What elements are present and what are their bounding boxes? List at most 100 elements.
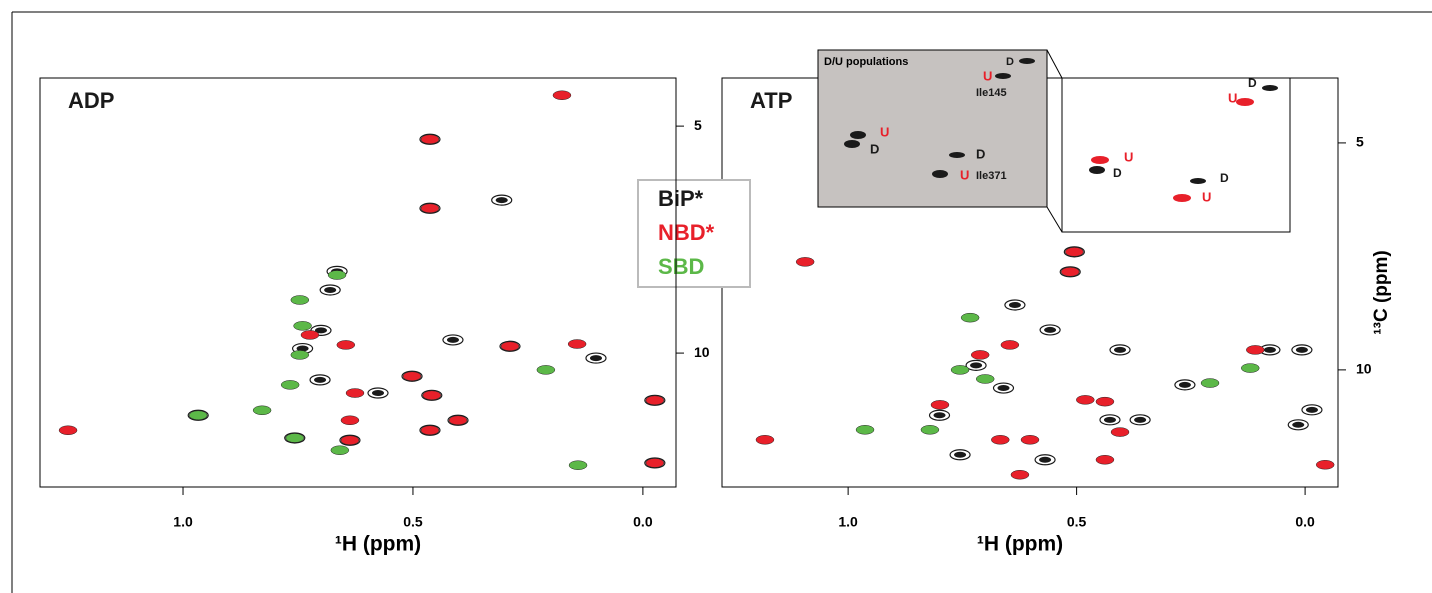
contour [645, 458, 665, 468]
contour [1305, 406, 1318, 413]
contour [1292, 421, 1305, 428]
contour [1099, 414, 1121, 426]
contour [928, 409, 951, 421]
contour [949, 449, 971, 461]
peak [949, 449, 971, 461]
peak [336, 340, 356, 350]
peak [1020, 435, 1040, 445]
contour [367, 387, 389, 399]
contour [970, 350, 990, 360]
peak [567, 339, 587, 349]
contour [1114, 346, 1127, 353]
contour [420, 134, 440, 145]
peak [960, 312, 980, 323]
peak [645, 458, 665, 468]
peak [1109, 344, 1131, 356]
plot-frame [39, 77, 677, 488]
contour [319, 284, 341, 296]
peak [930, 400, 950, 410]
contour [419, 202, 441, 214]
inset-label: D [1113, 166, 1122, 180]
x-tick-label: 0.0 [633, 514, 653, 530]
contour [585, 352, 607, 364]
peak [1174, 379, 1196, 391]
peak [1241, 363, 1260, 373]
contour [495, 197, 508, 204]
zoom-peak [1091, 156, 1109, 164]
inset-label: U [983, 68, 992, 83]
contour [933, 412, 946, 419]
inset-peaks [844, 58, 1278, 184]
contour [1263, 346, 1276, 353]
peak [1039, 324, 1061, 336]
peak [1099, 414, 1121, 426]
inset-peak [932, 170, 948, 178]
contour [1004, 299, 1026, 311]
contour [920, 425, 940, 435]
contour [58, 425, 78, 436]
contour [188, 410, 208, 421]
x-tick-label: 1.0 [173, 514, 193, 530]
contour [293, 321, 312, 331]
contour [960, 312, 980, 323]
contour [448, 415, 468, 426]
peak [367, 387, 389, 399]
contour [309, 374, 331, 386]
contour [975, 374, 995, 384]
peak [970, 350, 990, 360]
contour [446, 336, 459, 343]
zoom-peaks-red [1091, 98, 1254, 202]
contour [280, 380, 300, 390]
contour [290, 295, 310, 305]
peak [340, 415, 360, 426]
inset-label: D [870, 141, 879, 156]
peak [755, 435, 775, 445]
peaks [755, 246, 1335, 480]
contour [1295, 346, 1308, 353]
contour [1059, 266, 1081, 278]
plot-area: ATP 1.0 0.5 0.0 5 10 ¹H (ppm) ¹³C (ppm) [721, 77, 1392, 556]
contour [1174, 379, 1196, 391]
peak [500, 341, 520, 352]
contour [285, 433, 305, 443]
contour [1134, 416, 1147, 423]
inset-label: U [1228, 90, 1237, 105]
inset-label: Ile371 [976, 170, 1007, 182]
contour [930, 400, 950, 410]
contour [1109, 344, 1131, 356]
contour [1315, 460, 1335, 470]
inset-label: U [1202, 189, 1211, 204]
contour [290, 350, 310, 360]
contour [340, 435, 360, 445]
contour [419, 424, 441, 436]
inset-label: Ile145 [976, 87, 1007, 99]
contour [491, 194, 513, 206]
contour [1291, 344, 1313, 356]
peak [442, 334, 464, 346]
peak [965, 359, 987, 371]
zoom-box [1061, 77, 1291, 233]
contour [1200, 378, 1220, 388]
peak [1110, 427, 1130, 437]
y-tick-label: 5 [694, 117, 702, 133]
inset-label: D [976, 146, 985, 161]
contour [1178, 381, 1191, 388]
peak [420, 203, 440, 214]
peak [950, 365, 970, 375]
contour [499, 340, 521, 352]
contour [340, 415, 360, 426]
contour [1095, 396, 1115, 407]
peak [1246, 345, 1265, 355]
peak [1315, 460, 1335, 470]
inset-title: D/U populations [824, 56, 908, 68]
peak [285, 433, 305, 443]
inset-peak [1019, 58, 1035, 64]
peak [290, 350, 310, 360]
peak [290, 295, 310, 305]
y-axis-label: ¹³C (ppm) [1371, 250, 1392, 334]
peak [330, 445, 350, 455]
contour [1008, 301, 1021, 308]
legend-label: NBD* [658, 220, 715, 245]
contour [1060, 267, 1080, 277]
